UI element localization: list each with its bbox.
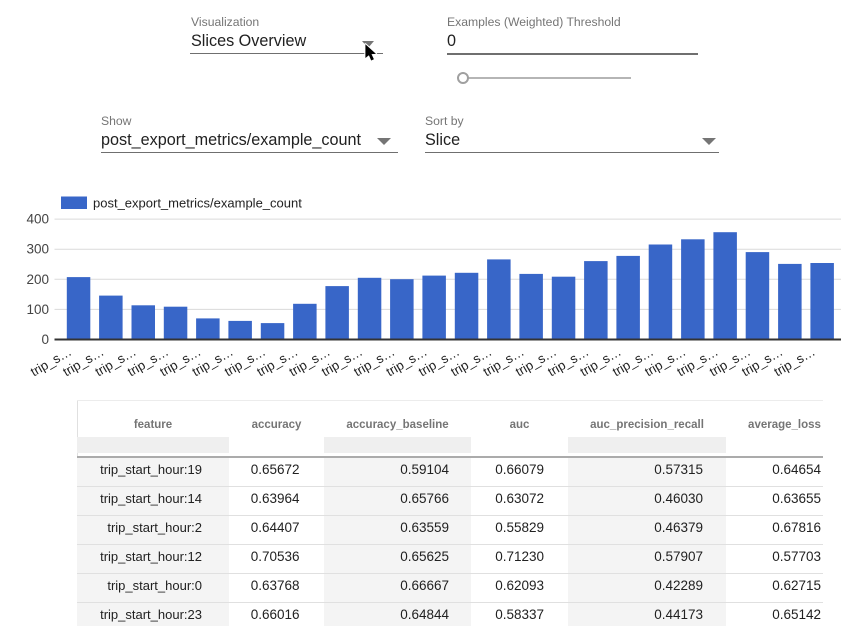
svg-text:post_export_metrics/example_co: post_export_metrics/example_count [93, 196, 302, 211]
svg-text:100: 100 [26, 302, 49, 317]
svg-text:200: 200 [26, 272, 49, 287]
svg-text:300: 300 [26, 242, 49, 257]
svg-text:0: 0 [41, 332, 49, 347]
svg-text:400: 400 [26, 212, 49, 227]
